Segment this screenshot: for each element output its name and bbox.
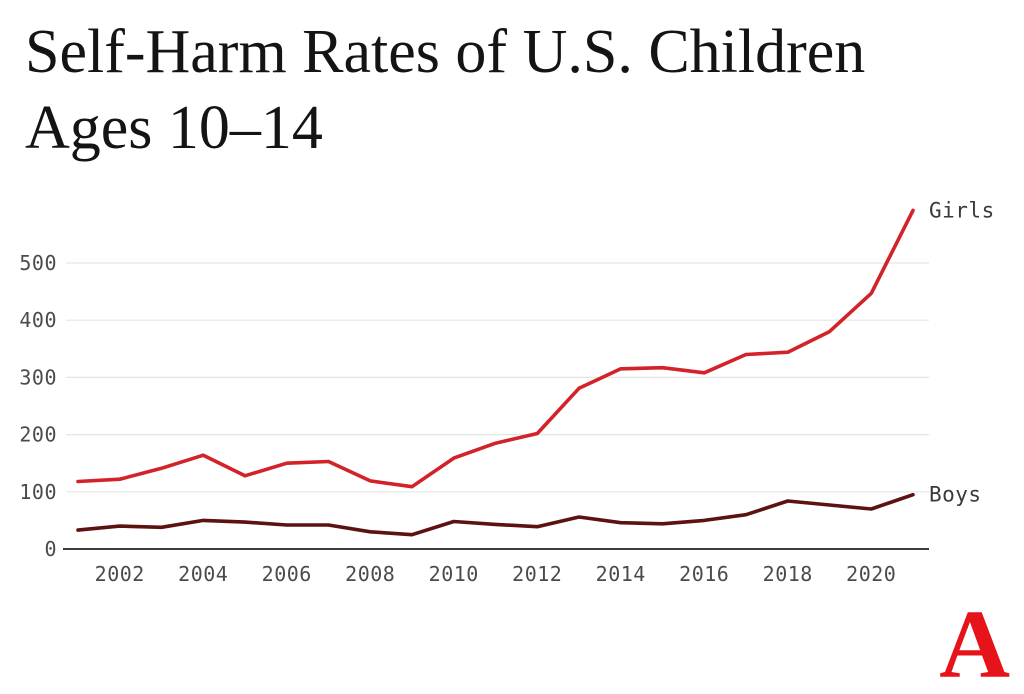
chart-title: Self-Harm Rates of U.S. Children Ages 10–… bbox=[25, 14, 865, 166]
girls-line bbox=[76, 208, 915, 489]
x-tick-label-2014: 2014 bbox=[596, 562, 646, 586]
y-tick-label-400: 400 bbox=[19, 308, 57, 332]
y-tick-label-500: 500 bbox=[19, 251, 57, 275]
chart-title-line-2: Ages 10–14 bbox=[25, 94, 323, 162]
girls-series-label: Girls bbox=[929, 198, 995, 222]
x-tick-label-2016: 2016 bbox=[679, 562, 729, 586]
x-tick-label-2004: 2004 bbox=[178, 562, 228, 586]
x-tick-label-2020: 2020 bbox=[846, 562, 896, 586]
y-tick-label-100: 100 bbox=[19, 480, 57, 504]
chart-title-line-1: Self-Harm Rates of U.S. Children bbox=[25, 18, 866, 86]
x-tick-label-2018: 2018 bbox=[763, 562, 813, 586]
boys-line bbox=[76, 492, 915, 537]
y-tick-label-0: 0 bbox=[44, 537, 57, 561]
x-tick-label-2006: 2006 bbox=[262, 562, 312, 586]
x-tick-label-2002: 2002 bbox=[95, 562, 145, 586]
x-tick-label-2010: 2010 bbox=[429, 562, 479, 586]
x-tick-label-2012: 2012 bbox=[512, 562, 562, 586]
x-tick-label-2008: 2008 bbox=[345, 562, 395, 586]
atlantic-logo: A bbox=[939, 591, 1010, 694]
y-tick-label-300: 300 bbox=[19, 365, 57, 389]
y-tick-label-200: 200 bbox=[19, 423, 57, 447]
boys-series-label: Boys bbox=[929, 483, 982, 507]
